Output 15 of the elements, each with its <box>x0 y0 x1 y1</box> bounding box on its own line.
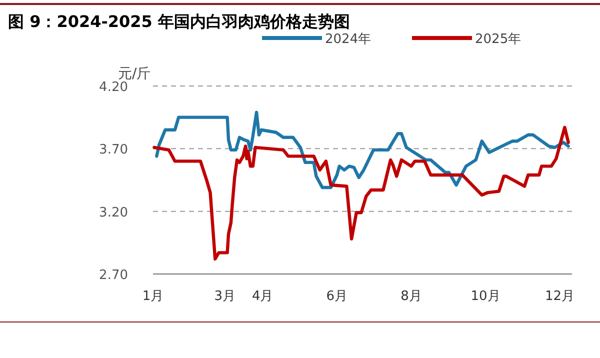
x-tick-label: 12月 <box>545 289 575 304</box>
legend-label: 2025年 <box>475 32 522 47</box>
x-tick-label: 4月 <box>252 289 274 304</box>
legend-label: 2024年 <box>325 32 372 47</box>
x-tick-label: 10月 <box>470 289 500 304</box>
x-tick-label: 3月 <box>214 289 236 304</box>
x-tick-label: 6月 <box>326 289 348 304</box>
y-tick-label: 2.70 <box>99 268 128 283</box>
y-axis-title: 元/斤 <box>118 66 151 82</box>
y-tick-label: 3.70 <box>99 142 128 158</box>
y-tick-label: 3.20 <box>99 205 128 220</box>
y-tick-label: 4.20 <box>99 80 128 95</box>
x-tick-label: 8月 <box>400 289 422 304</box>
x-tick-label: 1月 <box>142 289 164 304</box>
chart-title: 图 9：2024-2025 年国内白羽肉鸡价格走势图 <box>8 12 350 31</box>
